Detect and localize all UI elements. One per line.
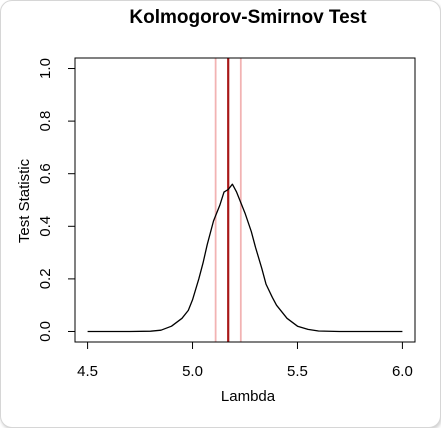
x-tick-label: 6.0	[392, 363, 413, 380]
x-tick-label: 5.5	[287, 363, 308, 380]
y-tick-label: 1.0	[37, 58, 54, 79]
plot-area: 4.5 5.0 5.5 6.0 0.0 0.2 0.4 0.6 0.8 1.0	[37, 57, 416, 380]
y-tick-label: 0.4	[37, 216, 54, 237]
chart-title: Kolmogorov-Smirnov Test	[129, 7, 367, 28]
x-tick-label: 4.5	[77, 363, 98, 380]
y-tick-label: 0.2	[37, 268, 54, 289]
y-tick-label: 0.8	[37, 111, 54, 132]
y-tick-label: 0.6	[37, 163, 54, 184]
plot-border	[74, 57, 416, 343]
y-axis-label: Test Statistic	[16, 158, 33, 243]
y-tick-label: 0.0	[37, 321, 54, 342]
x-axis-label: Lambda	[221, 388, 276, 405]
x-tick-label: 5.0	[182, 363, 203, 380]
series-line-0	[87, 183, 403, 333]
